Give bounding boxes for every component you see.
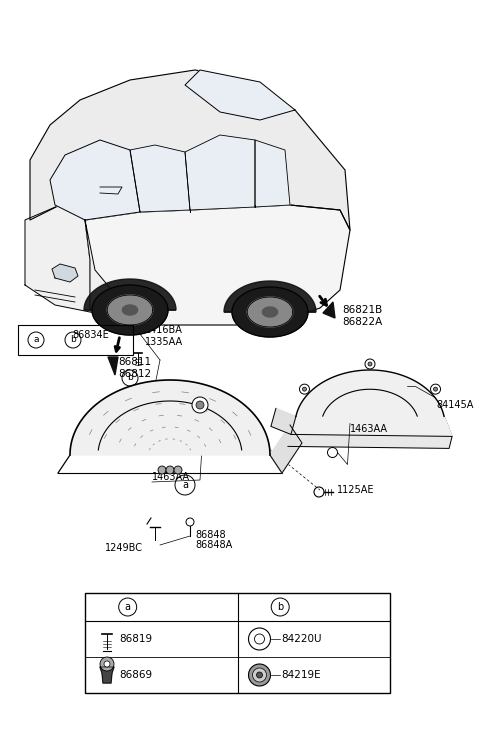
Polygon shape	[271, 409, 296, 434]
Circle shape	[254, 634, 264, 644]
Polygon shape	[84, 279, 176, 310]
Text: 84219E: 84219E	[281, 670, 321, 680]
Polygon shape	[247, 297, 293, 327]
Text: a: a	[182, 480, 188, 490]
Circle shape	[158, 466, 166, 474]
Circle shape	[249, 664, 271, 686]
Circle shape	[192, 397, 208, 413]
Circle shape	[365, 359, 375, 369]
Polygon shape	[70, 380, 270, 455]
Polygon shape	[100, 667, 114, 683]
Text: b: b	[277, 602, 283, 612]
Text: b: b	[70, 335, 76, 344]
Text: a: a	[125, 602, 131, 612]
Polygon shape	[122, 305, 138, 315]
Polygon shape	[30, 70, 350, 230]
Circle shape	[256, 672, 263, 678]
Circle shape	[174, 466, 182, 474]
Text: 1463AA: 1463AA	[152, 472, 190, 482]
Polygon shape	[108, 357, 118, 375]
Text: 86834E: 86834E	[72, 330, 109, 340]
Text: 1463AA: 1463AA	[350, 424, 388, 434]
Text: a: a	[33, 335, 39, 344]
Circle shape	[300, 384, 310, 394]
Polygon shape	[85, 205, 350, 325]
Polygon shape	[288, 434, 452, 448]
Circle shape	[302, 387, 306, 392]
Polygon shape	[224, 281, 316, 312]
Circle shape	[100, 657, 114, 671]
Polygon shape	[232, 287, 308, 337]
Bar	[18, 325, 133, 355]
Polygon shape	[52, 264, 78, 282]
Polygon shape	[185, 135, 255, 210]
Polygon shape	[92, 285, 168, 335]
Circle shape	[166, 466, 174, 474]
Polygon shape	[50, 140, 140, 220]
Polygon shape	[270, 425, 302, 473]
Bar	[85, 593, 390, 693]
Circle shape	[196, 401, 204, 409]
Text: 84145A: 84145A	[436, 400, 473, 410]
Polygon shape	[291, 370, 452, 436]
Polygon shape	[323, 302, 335, 318]
Text: 1416BA: 1416BA	[145, 325, 183, 335]
Circle shape	[327, 448, 337, 458]
Text: 1125AE: 1125AE	[337, 485, 374, 495]
Polygon shape	[255, 140, 290, 207]
Polygon shape	[107, 295, 153, 325]
Circle shape	[433, 387, 438, 392]
Circle shape	[368, 362, 372, 366]
Polygon shape	[263, 307, 277, 317]
Text: 86869: 86869	[119, 670, 152, 680]
Text: 86819: 86819	[119, 634, 152, 644]
Polygon shape	[185, 70, 295, 120]
Circle shape	[252, 668, 266, 682]
Polygon shape	[130, 145, 190, 212]
Polygon shape	[25, 205, 90, 312]
Polygon shape	[85, 220, 160, 325]
Text: 86848A: 86848A	[195, 540, 232, 550]
Text: 86811
86812: 86811 86812	[118, 357, 151, 379]
Text: 86821B
86822A: 86821B 86822A	[342, 305, 382, 326]
Text: b: b	[127, 374, 133, 382]
Circle shape	[186, 518, 194, 526]
Text: 1249BC: 1249BC	[105, 543, 143, 553]
Circle shape	[249, 628, 271, 650]
Text: 1335AA: 1335AA	[145, 337, 183, 347]
Circle shape	[104, 661, 110, 667]
Text: 86848: 86848	[195, 530, 226, 540]
Circle shape	[431, 384, 441, 394]
Text: 84220U: 84220U	[281, 634, 322, 644]
